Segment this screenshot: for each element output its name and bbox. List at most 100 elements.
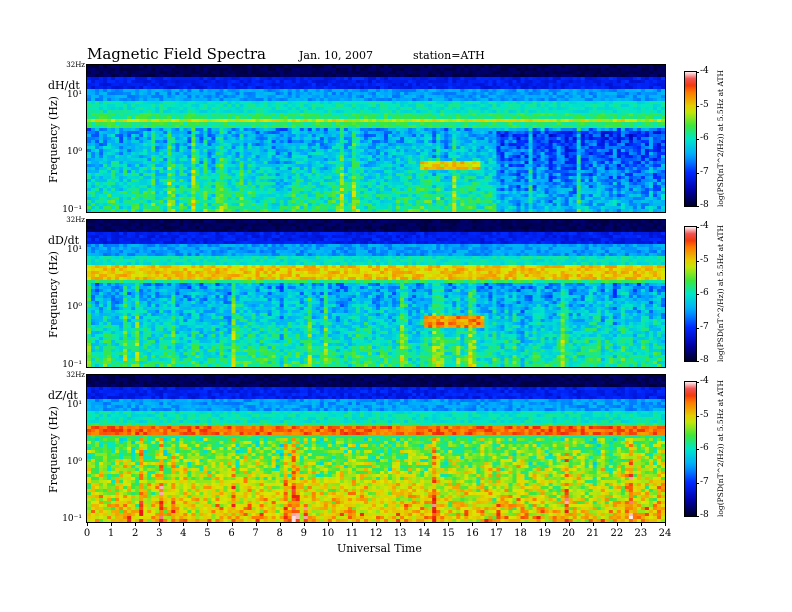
x-tick-mark <box>255 522 257 526</box>
x-tick-8: 8 <box>270 528 290 539</box>
x-tick-7: 7 <box>246 528 266 539</box>
colorbar-tick-mark <box>696 482 699 484</box>
x-tick-15: 15 <box>438 528 458 539</box>
colorbar-tick-mark <box>696 105 699 107</box>
x-tick-9: 9 <box>294 528 314 539</box>
x-tick-3: 3 <box>149 528 169 539</box>
ytick-10-1: 10¹ <box>52 400 82 410</box>
colorbar-tick-mark <box>696 449 699 450</box>
x-tick-mark <box>568 522 570 526</box>
ytick-10-1: 10¹ <box>52 245 82 255</box>
ytick-top: 32Hz <box>55 216 85 224</box>
x-tick-0: 0 <box>77 528 97 539</box>
x-tick-6: 6 <box>222 528 242 539</box>
x-tick-mark <box>400 522 402 526</box>
ytick-10-0: 10⁰ <box>52 457 82 467</box>
colorbar-tick-mark <box>696 227 699 228</box>
colorbar-tick: -4 <box>700 66 709 76</box>
spectrogram-dd <box>86 219 666 368</box>
colorbar-tick: -4 <box>700 221 709 231</box>
panel-label-dz: dZ/dt <box>48 389 78 402</box>
colorbar-tick: -5 <box>700 255 709 265</box>
ytick-10-neg1: 10⁻¹ <box>52 514 82 524</box>
x-tick-mark <box>665 522 666 526</box>
x-tick-24: 24 <box>655 528 675 539</box>
x-tick-17: 17 <box>486 528 506 539</box>
date-label: Jan. 10, 2007 <box>299 49 373 62</box>
x-tick-20: 20 <box>559 528 579 539</box>
x-tick-12: 12 <box>366 528 386 539</box>
x-tick-22: 22 <box>607 528 627 539</box>
ytick-10-neg1: 10⁻¹ <box>52 205 82 215</box>
ylabel-dz: Frequency (Hz) <box>47 406 60 493</box>
colorbar-tick-mark <box>696 72 699 73</box>
x-tick-mark <box>279 522 281 526</box>
x-tick-mark <box>496 522 498 526</box>
ytick-10-0: 10⁰ <box>52 302 82 312</box>
ytick-top: 32Hz <box>55 371 85 379</box>
colorbar-tick: -8 <box>700 200 709 210</box>
x-tick-mark <box>472 522 474 526</box>
spectrogram-dh <box>86 64 666 213</box>
colorbar-label-dh: log(PSD(nT^2/Hz)) at 5.5Hz at ATH <box>716 70 725 207</box>
x-tick-16: 16 <box>462 528 482 539</box>
x-tick-mark <box>135 522 137 526</box>
colorbar-tick-mark <box>696 206 699 207</box>
colorbar-tick: -4 <box>700 376 709 386</box>
chart-title: Magnetic Field Spectra <box>87 45 266 63</box>
x-tick-mark <box>111 522 113 526</box>
ytick-10-1: 10¹ <box>52 90 82 100</box>
x-tick-mark <box>616 522 618 526</box>
colorbar-tick: -6 <box>700 443 709 453</box>
x-tick-mark <box>448 522 450 526</box>
x-tick-mark <box>183 522 185 526</box>
colorbar-tick-mark <box>696 327 699 329</box>
colorbar-tick-mark <box>696 415 699 417</box>
colorbar-tick-mark <box>696 516 699 517</box>
colorbar-label-dd: log(PSD(nT^2/Hz)) at 5.5Hz at ATH <box>716 225 725 362</box>
colorbar-tick: -8 <box>700 355 709 365</box>
panel-label-dd: dD/dt <box>48 234 79 247</box>
colorbar-dd <box>684 226 697 362</box>
x-tick-11: 11 <box>342 528 362 539</box>
colorbar-tick: -5 <box>700 410 709 420</box>
colorbar-tick-mark <box>696 294 699 295</box>
colorbar-tick: -7 <box>700 167 709 177</box>
colorbar-tick: -5 <box>700 100 709 110</box>
spectrogram-dz <box>86 374 666 523</box>
ytick-10-0: 10⁰ <box>52 147 82 157</box>
x-tick-mark <box>424 522 426 526</box>
x-tick-mark <box>231 522 233 526</box>
x-tick-1: 1 <box>101 528 121 539</box>
x-tick-13: 13 <box>390 528 410 539</box>
colorbar-dz <box>684 381 697 517</box>
x-tick-21: 21 <box>583 528 603 539</box>
station-label: station=ATH <box>413 49 485 62</box>
x-tick-18: 18 <box>511 528 531 539</box>
x-tick-mark <box>159 522 161 526</box>
x-tick-14: 14 <box>414 528 434 539</box>
colorbar-tick: -6 <box>700 133 709 143</box>
x-tick-5: 5 <box>197 528 217 539</box>
colorbar-dh <box>684 71 697 207</box>
colorbar-tick-mark <box>696 382 699 383</box>
x-tick-mark <box>376 522 377 526</box>
x-axis-label: Universal Time <box>337 542 422 555</box>
x-tick-10: 10 <box>318 528 338 539</box>
colorbar-tick: -7 <box>700 322 709 332</box>
ylabel-dh: Frequency (Hz) <box>47 96 60 183</box>
colorbar-label-dz: log(PSD(nT^2/Hz)) at 5.5Hz at ATH <box>716 380 725 517</box>
colorbar-tick-mark <box>696 172 699 174</box>
ytick-top: 32Hz <box>55 61 85 69</box>
ytick-10-neg1: 10⁻¹ <box>52 360 82 370</box>
x-tick-mark <box>327 522 329 526</box>
x-tick-mark <box>207 522 209 526</box>
x-tick-mark <box>351 522 353 526</box>
x-tick-19: 19 <box>535 528 555 539</box>
colorbar-tick: -7 <box>700 477 709 487</box>
colorbar-tick-mark <box>696 361 699 362</box>
colorbar-tick-mark <box>696 139 699 140</box>
x-tick-mark <box>640 522 642 526</box>
x-tick-mark <box>592 522 594 526</box>
x-tick-mark <box>303 522 305 526</box>
